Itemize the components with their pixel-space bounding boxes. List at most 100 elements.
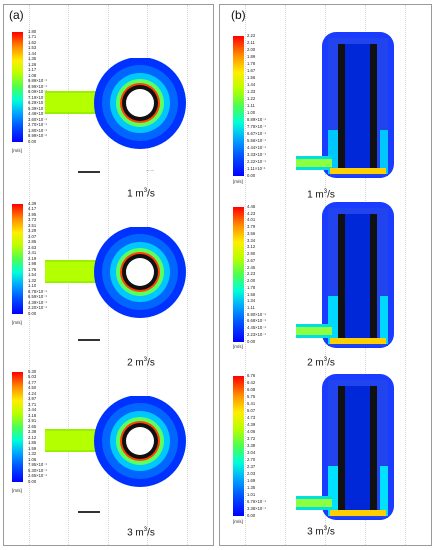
legend-tick-label: 3.72 <box>247 435 256 441</box>
legend-tick-label: 1.11×10⁻¹ <box>247 165 266 171</box>
legend-tick-label: 1.35 <box>247 484 256 490</box>
legend-tick-label: 2.67 <box>247 257 256 263</box>
guide-line <box>405 5 406 545</box>
caption-flow-rate: 2 m3/s <box>307 357 335 369</box>
legend-tick-label: 2.63 <box>28 244 37 250</box>
legend-tick-label: 2.22×10⁻¹ <box>247 158 266 164</box>
legend-tick-label: 0.00 <box>28 310 37 316</box>
velocity-contour-plot <box>296 202 394 348</box>
legend-tick-label: 4.73 <box>247 414 256 420</box>
legend-colorbar <box>233 376 244 516</box>
legend-tick-label: 3.38×10⁻¹ <box>247 505 266 511</box>
legend-tick-label: 2.65×10⁻¹ <box>28 473 47 479</box>
legend-tick-label: 1.44 <box>28 50 37 56</box>
caption-flow-rate: 1 m3/s <box>307 189 335 201</box>
legend-tick-label: 1.78 <box>247 60 256 66</box>
legend-tick-label: 8.90×10⁻¹ <box>247 311 266 317</box>
legend-tick-label: 1.71 <box>28 34 37 40</box>
legend-tick-label: 2.65 <box>28 423 37 429</box>
legend-tick-label: 4.06 <box>247 428 256 434</box>
legend-tick-label: 4.46 <box>247 204 256 209</box>
legend-tick-label: 6.42 <box>247 379 256 385</box>
legend-tick-label: 1.44 <box>247 81 256 87</box>
legend-tick-label: 5.75 <box>247 393 256 399</box>
legend-tick-label: 3.07 <box>28 233 37 239</box>
legend-tick-label: 1.10 <box>28 283 37 289</box>
legend-tick-label: 1.06 <box>28 456 37 462</box>
legend-tick-label: 0.00 <box>28 138 37 144</box>
legend-tick-label: 2.90 <box>247 251 256 257</box>
legend-tick-label: 4.50 <box>28 385 37 391</box>
legend-tick-label: 3.38 <box>247 442 256 448</box>
legend-tick-label: 1.67 <box>247 67 256 73</box>
legend-tick-label: 1.85 <box>28 440 37 446</box>
legend-tick-label: 0.00 <box>247 172 256 178</box>
legend-tick-label: 1.80 <box>28 29 37 34</box>
caption-flow-rate: 2 m3/s <box>127 357 155 369</box>
caption-flow-rate: 1 m3/s <box>127 188 155 200</box>
legend-tick-label: 1.32 <box>28 451 37 457</box>
panel-label-b: (b) <box>231 8 246 22</box>
legend-tick-label: 4.77 <box>28 379 37 385</box>
legend-tick-label: 7.19×10⁻¹ <box>28 94 47 100</box>
legend-tick-label: 4.39 <box>28 201 37 206</box>
legend-tick-label: 2.37 <box>247 463 256 469</box>
legend-tick-label: 2.20×10⁻¹ <box>28 305 47 311</box>
legend-tick-label: 1.98 <box>28 261 37 267</box>
legend-tick-label: 4.39 <box>247 421 256 427</box>
legend-tick-label: 3.79 <box>247 224 256 230</box>
legend-tick-label: 2.22 <box>247 33 256 38</box>
legend-tick-label: 8.99×10⁻² <box>28 133 47 139</box>
velocity-contour-plot <box>296 32 394 178</box>
scale-bar <box>78 339 100 341</box>
legend-tick-label: 3.97 <box>28 396 37 402</box>
legend-tick-label: 9.89×10⁻¹ <box>28 78 47 84</box>
legend-tick-label: 1.56 <box>247 291 256 297</box>
legend-tick-label: 2.11 <box>247 39 255 45</box>
legend-unit: [m/s] <box>12 320 22 325</box>
legend-tick-label: 5.07 <box>247 407 256 413</box>
legend-ticks: 4.39 4.17 3.95 3.73 3.51 3.29 3.07 2.85 2.63 2.41… <box>28 201 47 316</box>
legend-tick-label: 2.19 <box>28 255 37 261</box>
panel-label-a: (a) <box>9 8 24 22</box>
legend-tick-label: 4.44×10⁻¹ <box>247 144 266 150</box>
legend-tick-label: 4.23 <box>247 210 256 216</box>
legend-tick-label: 1.32 <box>28 277 37 283</box>
legend-tick-label: 4.24 <box>28 390 37 396</box>
legend-tick-label: 1.11 <box>247 305 255 311</box>
legend-tick-label: 5.30 <box>28 369 37 374</box>
guide-line <box>245 5 246 545</box>
legend-tick-label: 1.33 <box>247 88 256 94</box>
legend-colorbar <box>233 36 244 176</box>
legend-tick-label: 1.08 <box>28 72 37 78</box>
legend-tick-label: 1.22 <box>247 95 256 101</box>
legend-tick-label: 1.76 <box>28 266 37 272</box>
legend-tick-label: 8.78×10⁻¹ <box>28 288 47 294</box>
legend-tick-label: 6.67×10⁻¹ <box>247 130 266 136</box>
scale-bar-label: ― ― <box>146 168 154 172</box>
legend-tick-label: 3.44 <box>28 407 37 413</box>
legend-tick-label: 8.99×10⁻¹ <box>28 83 47 89</box>
legend-tick-label: 8.09×10⁻¹ <box>28 89 47 95</box>
velocity-contour-plot <box>45 58 186 149</box>
legend-tick-label: 1.78 <box>247 284 256 290</box>
legend-tick-label: 2.70 <box>247 456 256 462</box>
legend-tick-label: 3.12 <box>247 244 256 250</box>
legend-tick-label: 1.01 <box>247 491 256 497</box>
legend-unit: [m/s] <box>12 488 22 493</box>
legend-tick-label: 6.59×10⁻¹ <box>28 294 47 300</box>
legend-tick-label: 0.00 <box>247 338 256 344</box>
legend-tick-label: 1.17 <box>28 67 37 73</box>
guide-line <box>29 5 30 545</box>
legend-tick-label: 2.38 <box>28 429 37 435</box>
legend-tick-label: 5.39×10⁻¹ <box>28 105 47 111</box>
legend-unit: [m/s] <box>233 344 243 349</box>
legend-tick-label: 4.39×10⁻¹ <box>28 299 47 305</box>
legend-tick-label: 5.03 <box>28 374 37 380</box>
legend-tick-label: 3.04 <box>247 449 256 455</box>
legend-tick-label: 7.95×10⁻¹ <box>28 462 47 468</box>
legend-tick-label: 2.41 <box>28 250 37 256</box>
legend-colorbar <box>12 204 23 314</box>
legend-tick-label: 1.35 <box>28 56 37 62</box>
legend-tick-label: 3.56 <box>247 230 256 236</box>
